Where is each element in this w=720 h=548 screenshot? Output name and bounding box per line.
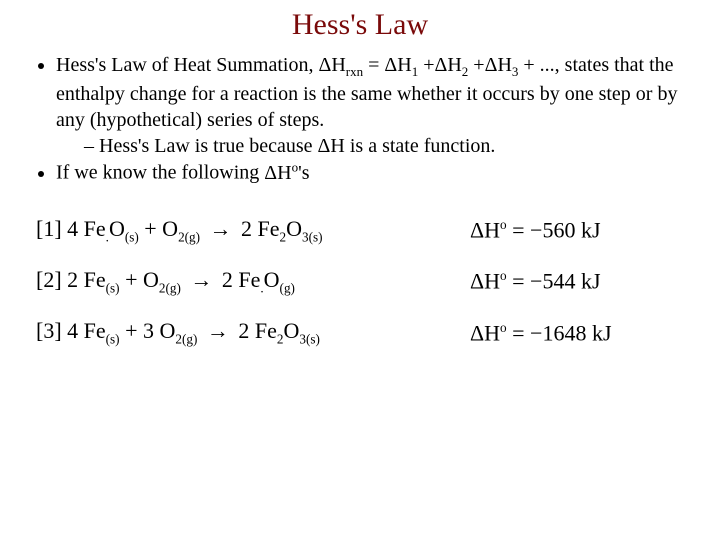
page-title: Hess's Law bbox=[0, 8, 720, 42]
eq-dH: ΔHo = −544 kJ bbox=[470, 268, 690, 294]
eq-rhs: 2 Fe2O3(s) bbox=[238, 318, 320, 343]
eq-number: [3] bbox=[36, 318, 62, 344]
eq-dH: ΔHo = −560 kJ bbox=[470, 217, 690, 243]
bullet-2: If we know the following ΔHo's bbox=[56, 159, 690, 186]
eq-number: [1] bbox=[36, 216, 62, 242]
eq-rhs: 2 Fe.O(g) bbox=[222, 267, 295, 292]
bullet-1-formula: ΔHrxn = ΔH1 +ΔH2 +ΔH3 + ... bbox=[318, 54, 554, 76]
body-text: Hess's Law of Heat Summation, ΔHrxn = ΔH… bbox=[0, 52, 720, 186]
bullet-1-text-a: Hess's Law of Heat Summation, bbox=[56, 54, 318, 76]
bullet-1-sub: Hess's Law is true because ΔH is a state… bbox=[84, 133, 690, 159]
arrow-icon: → bbox=[203, 318, 233, 344]
arrow-icon: → bbox=[206, 216, 236, 242]
bullet-2-text-a: If we know the following bbox=[56, 162, 264, 184]
arrow-icon: → bbox=[186, 267, 216, 293]
equations-block: [1] 4 Fe.O(s) + O2(g) → 2 Fe2O3(s) ΔHo =… bbox=[0, 216, 720, 348]
bullet-1-sub-formula: ΔH bbox=[318, 135, 345, 157]
eq-lhs: 2 Fe(s) + O2(g) bbox=[67, 267, 181, 292]
eq-dH: ΔHo = −1648 kJ bbox=[470, 320, 690, 346]
bullet-2-formula: ΔHo's bbox=[264, 162, 309, 184]
equation-row: [2] 2 Fe(s) + O2(g) → 2 Fe.O(g) ΔHo = −5… bbox=[36, 267, 690, 296]
equation-row: [3] 4 Fe(s) + 3 O2(g) → 2 Fe2O3(s) ΔHo =… bbox=[36, 318, 690, 347]
bullet-1-sub-b: is a state function. bbox=[345, 135, 496, 157]
bullet-1-sub-a: Hess's Law is true because bbox=[99, 135, 318, 157]
eq-lhs: 4 Fe.O(s) + O2(g) bbox=[67, 216, 200, 241]
equation-row: [1] 4 Fe.O(s) + O2(g) → 2 Fe2O3(s) ΔHo =… bbox=[36, 216, 690, 245]
eq-lhs: 4 Fe(s) + 3 O2(g) bbox=[67, 318, 197, 343]
bullet-1: Hess's Law of Heat Summation, ΔHrxn = ΔH… bbox=[56, 52, 690, 159]
eq-rhs: 2 Fe2O3(s) bbox=[241, 216, 323, 241]
eq-number: [2] bbox=[36, 267, 62, 293]
